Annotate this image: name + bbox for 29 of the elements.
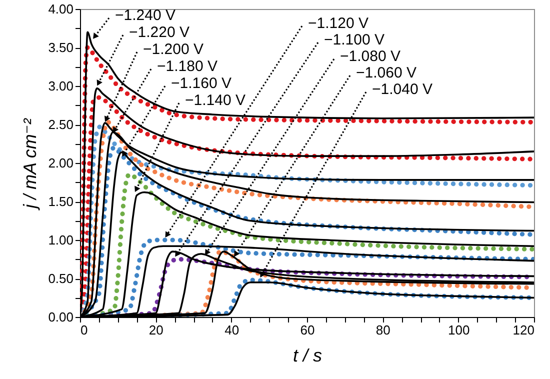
y-tick-label: 2.50 xyxy=(48,117,74,132)
x-tick-label: 40 xyxy=(224,322,240,338)
annotation: −1.220 V xyxy=(129,24,190,41)
x-tick-label: 20 xyxy=(148,322,164,338)
y-tick-label: 1.00 xyxy=(48,232,74,248)
y-tick-label: 4.00 xyxy=(48,2,74,16)
y-tick-label: 3.00 xyxy=(48,78,74,94)
annotation: −1.160 V xyxy=(171,75,232,92)
annotation: −1.200 V xyxy=(143,41,204,58)
y-tick-label: 2.00 xyxy=(48,156,74,170)
annotation: −1.080 V xyxy=(340,48,400,65)
y-tick-label: 0.50 xyxy=(48,271,74,286)
annotation: −1.120 V xyxy=(308,15,368,32)
annotation: −1.180 V xyxy=(157,58,218,75)
x-tick-label: 60 xyxy=(300,322,315,338)
y-tick-label: 3.50 xyxy=(48,40,74,55)
x-axis-title: t / s xyxy=(292,346,322,366)
x-tick-label: 100 xyxy=(448,322,470,338)
annotation: −1.060 V xyxy=(356,64,416,82)
y-axis-title: j / mA cm⁻² xyxy=(20,118,40,212)
annotation: −1.100 V xyxy=(324,32,384,48)
x-tick-label: 120 xyxy=(512,322,534,338)
x-tick-label: 0 xyxy=(80,322,88,338)
annotation: −1.140 V xyxy=(185,92,246,109)
x-tick-label: 80 xyxy=(376,322,390,338)
y-tick-label: 0.00 xyxy=(48,310,74,324)
annotation: −1.040 V xyxy=(372,81,432,98)
y-tick-label: 1.50 xyxy=(48,194,74,209)
annotation: −1.240 V xyxy=(115,7,176,24)
